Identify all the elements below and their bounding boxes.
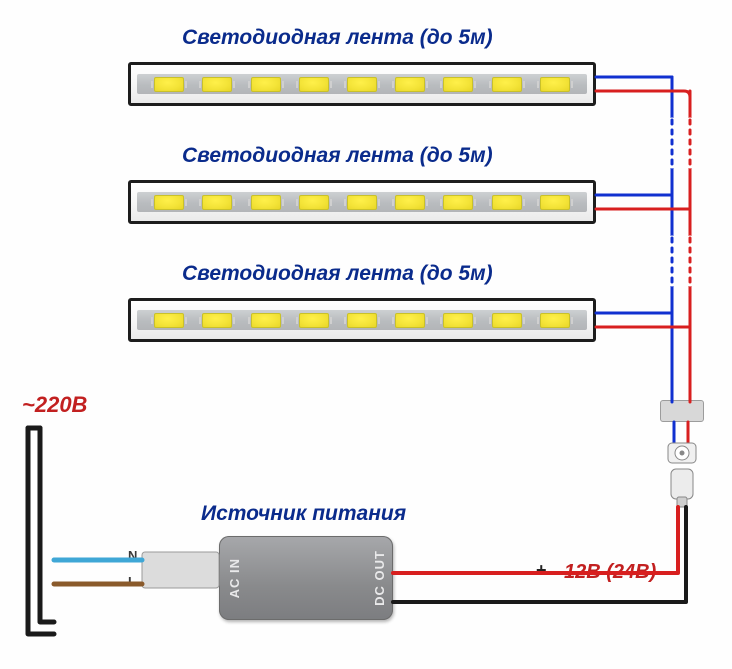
- led-chip: [154, 77, 184, 92]
- led-strip-1: [128, 62, 596, 106]
- led-chip: [347, 195, 377, 210]
- led-chip: [347, 77, 377, 92]
- led-chip: [540, 195, 570, 210]
- led-chip: [492, 313, 522, 328]
- led-chip: [395, 77, 425, 92]
- led-chip: [347, 313, 377, 328]
- dc-voltage-label: 12В (24В): [564, 561, 656, 584]
- junction-block: [660, 400, 704, 422]
- led-chip: [251, 195, 281, 210]
- led-chip: [395, 195, 425, 210]
- led-chip: [202, 313, 232, 328]
- led-chip: [202, 195, 232, 210]
- led-chip: [492, 77, 522, 92]
- led-chip: [251, 77, 281, 92]
- power-supply-unit: AC IN DC OUT: [219, 536, 393, 620]
- strip-2-label: Светодиодная лента (до 5м): [182, 144, 493, 168]
- led-chip: [299, 313, 329, 328]
- minus-label: –: [536, 592, 546, 613]
- led-chip: [299, 77, 329, 92]
- led-strip-2: [128, 180, 596, 224]
- mains-voltage-label: ~220В: [22, 392, 87, 418]
- led-chip: [443, 195, 473, 210]
- line-label: L: [128, 574, 136, 589]
- led-strip-2-pcb: [137, 192, 587, 212]
- led-chip: [443, 313, 473, 328]
- strip-1-label: Светодиодная лента (до 5м): [182, 26, 493, 50]
- led-chip: [299, 195, 329, 210]
- neutral-label: N: [128, 548, 137, 563]
- led-chip: [492, 195, 522, 210]
- led-chip: [154, 195, 184, 210]
- plus-label: +: [536, 560, 547, 581]
- psu-dc-out-label: DC OUT: [372, 550, 387, 606]
- psu-title: Источник питания: [201, 502, 406, 526]
- led-strip-3: [128, 298, 596, 342]
- led-chip: [154, 313, 184, 328]
- led-chip: [540, 77, 570, 92]
- led-strip-1-pcb: [137, 74, 587, 94]
- led-strip-3-pcb: [137, 310, 587, 330]
- led-chip: [443, 77, 473, 92]
- led-chip: [251, 313, 281, 328]
- led-chip: [395, 313, 425, 328]
- led-chip: [540, 313, 570, 328]
- psu-ac-in-label: AC IN: [227, 558, 242, 598]
- led-chip: [202, 77, 232, 92]
- strip-3-label: Светодиодная лента (до 5м): [182, 262, 493, 286]
